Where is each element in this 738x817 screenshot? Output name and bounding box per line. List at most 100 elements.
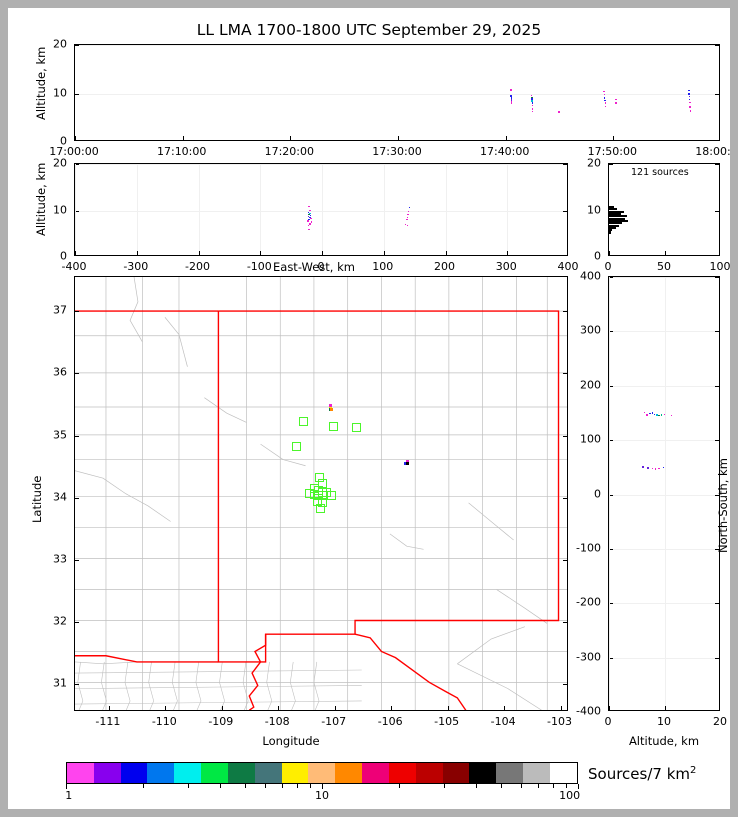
x-tickmark — [447, 706, 449, 710]
colorbar-minor-tick — [310, 784, 312, 788]
county-boundary — [101, 661, 107, 710]
map-geometry — [75, 277, 567, 710]
panel-north-south[interactable] — [608, 276, 720, 711]
colorbar-wrap: 1 10 100 — [65, 762, 580, 802]
colorbar[interactable] — [66, 762, 578, 784]
colorbar-segment — [227, 763, 255, 783]
x-tickmark — [665, 706, 666, 710]
lightning-source-point — [309, 223, 311, 225]
x-tick-label: 400 — [557, 260, 579, 273]
x-tickmark — [260, 251, 262, 255]
y-tickmark — [75, 210, 79, 212]
x-tick-label: 20 — [713, 715, 727, 728]
histogram-bar — [609, 217, 625, 220]
y-tickmark — [609, 164, 613, 165]
lightning-source-point — [307, 220, 309, 222]
gridline-vertical — [75, 164, 76, 255]
lightning-source-point — [688, 95, 691, 98]
panel-time-height[interactable] — [74, 44, 720, 141]
y-tickmark — [75, 311, 79, 313]
colorbar-segment — [469, 763, 497, 783]
x-tick-label: -400 — [61, 260, 87, 273]
international-border — [354, 633, 467, 710]
histogram-bar — [609, 219, 628, 223]
x-tick-label: -103 — [547, 715, 572, 728]
lightning-source-point — [662, 466, 665, 469]
y-tickmark — [715, 440, 719, 442]
panel-map[interactable] — [74, 276, 568, 711]
y-tick-label: 0 — [60, 249, 67, 263]
county-boundary — [496, 589, 548, 624]
colorbar-segment — [120, 763, 148, 783]
y-tick-label: 36 — [53, 365, 67, 379]
y-tick-label: 33 — [53, 552, 67, 566]
y-tick-label: 100 — [580, 432, 601, 446]
colorbar-minor-tick — [521, 784, 523, 788]
panel-east-west[interactable] — [74, 163, 568, 256]
lightning-source-point — [308, 218, 310, 221]
county-boundary — [77, 661, 84, 710]
source-density-cell — [299, 417, 309, 427]
y-tick-label: -200 — [576, 595, 601, 609]
y-tickmark — [563, 311, 567, 313]
y-tick-label: 10 — [587, 203, 601, 216]
lightning-source-point — [651, 412, 654, 414]
source-density-cell — [317, 491, 327, 501]
y-tick-label: 0 — [594, 249, 601, 263]
lightning-source-point — [603, 97, 606, 99]
county-boundary — [75, 700, 362, 705]
x-tickmark — [334, 706, 336, 710]
lightning-source-point — [407, 213, 409, 216]
lightning-source-point — [309, 212, 311, 215]
panel-altitude-histogram[interactable]: 121 sources — [608, 163, 720, 256]
y-tick-label: 0 — [594, 487, 601, 500]
x-tickmark — [609, 706, 610, 710]
y-tickmark — [563, 435, 567, 437]
east-west-ylabel: Alltitude, km — [34, 162, 48, 236]
y-tickmark — [563, 621, 567, 623]
colorbar-segment — [147, 763, 175, 783]
x-tick-label: 300 — [495, 260, 517, 273]
time-height-plot-area — [75, 45, 719, 140]
lightning-source-point — [663, 413, 666, 416]
lightning-source-point — [651, 467, 654, 470]
lightning-source-point — [510, 101, 513, 103]
colorbar-major-tick — [66, 784, 67, 789]
x-tickmark — [75, 251, 76, 255]
international-border — [248, 634, 267, 710]
time-height-ylabel: Alltitude, km — [34, 46, 48, 120]
colorbar-major-tick — [578, 784, 579, 789]
colorbar-minor-tick — [476, 784, 478, 788]
gridline-horizontal — [609, 494, 719, 496]
colorbar-segment — [93, 763, 121, 783]
x-tickmark — [136, 251, 138, 255]
y-tick-label: 32 — [53, 614, 67, 628]
lightning-source-point — [615, 98, 617, 101]
x-tick-label: -300 — [123, 260, 149, 273]
x-tick-label: -109 — [208, 715, 234, 728]
colorbar-minor-tick — [444, 784, 446, 788]
lightning-source-point — [309, 214, 312, 217]
lightning-source-point — [604, 99, 606, 102]
lightning-source-point — [531, 100, 533, 102]
gridline-vertical — [198, 164, 200, 255]
altitude-histogram-plot-area — [609, 164, 719, 255]
y-tickmark — [715, 45, 719, 46]
lightning-source-point — [656, 414, 658, 416]
gridline-horizontal — [75, 164, 567, 165]
county-boundary — [75, 669, 362, 674]
x-tick-label: -110 — [151, 715, 177, 728]
colorbar-minor-tick — [538, 784, 540, 788]
lightning-source-point — [531, 110, 534, 113]
x-tickmark — [560, 706, 562, 710]
lightning-source-point — [308, 228, 310, 231]
source-density-cell — [316, 504, 326, 514]
y-tick-label: 10 — [53, 203, 67, 216]
lightning-source-point — [307, 211, 310, 214]
gridline-vertical — [445, 164, 447, 255]
x-tickmark — [198, 251, 200, 255]
x-tick-label: 17:20:00 — [264, 145, 314, 158]
x-tickmark — [504, 706, 506, 710]
x-tick-label: 200 — [434, 260, 455, 273]
y-tickmark — [609, 603, 613, 605]
